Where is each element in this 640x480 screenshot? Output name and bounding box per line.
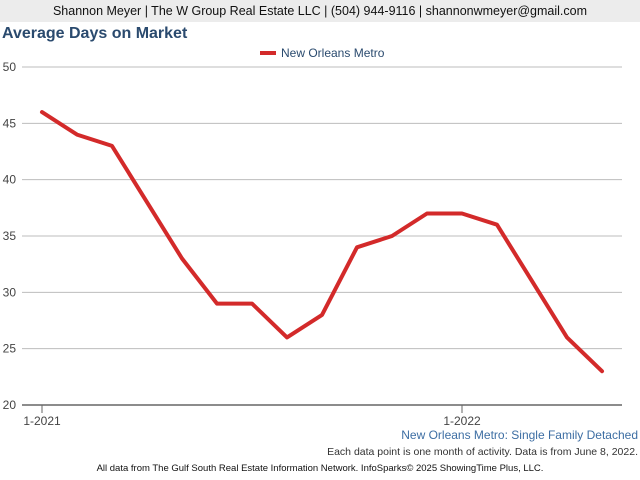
header-contact-text: Shannon Meyer | The W Group Real Estate … xyxy=(52,4,588,18)
series-line xyxy=(40,110,604,374)
legend-swatch xyxy=(260,51,276,55)
y-tick-label: 35 xyxy=(3,229,17,243)
x-tick-label: 1-2021 xyxy=(23,414,61,428)
chart-subtitle: New Orleans Metro: Single Family Detache… xyxy=(401,428,638,442)
footer-credit: All data from The Gulf South Real Estate… xyxy=(96,463,544,474)
y-tick-label: 25 xyxy=(3,342,17,356)
chart-title: Average Days on Market xyxy=(2,25,188,42)
y-tick-label: 20 xyxy=(3,398,17,412)
header-bar: Shannon Meyer | The W Group Real Estate … xyxy=(0,0,640,22)
data-note: Each data point is one month of activity… xyxy=(327,446,638,458)
y-tick-label: 30 xyxy=(3,285,17,299)
y-tick-label: 45 xyxy=(3,116,17,130)
y-tick-label: 40 xyxy=(3,173,17,187)
legend-label: New Orleans Metro xyxy=(281,46,385,60)
y-tick-label: 50 xyxy=(3,60,17,74)
x-tick-label: 1-2022 xyxy=(443,414,481,428)
chart-legend[interactable]: New Orleans Metro xyxy=(260,46,384,60)
